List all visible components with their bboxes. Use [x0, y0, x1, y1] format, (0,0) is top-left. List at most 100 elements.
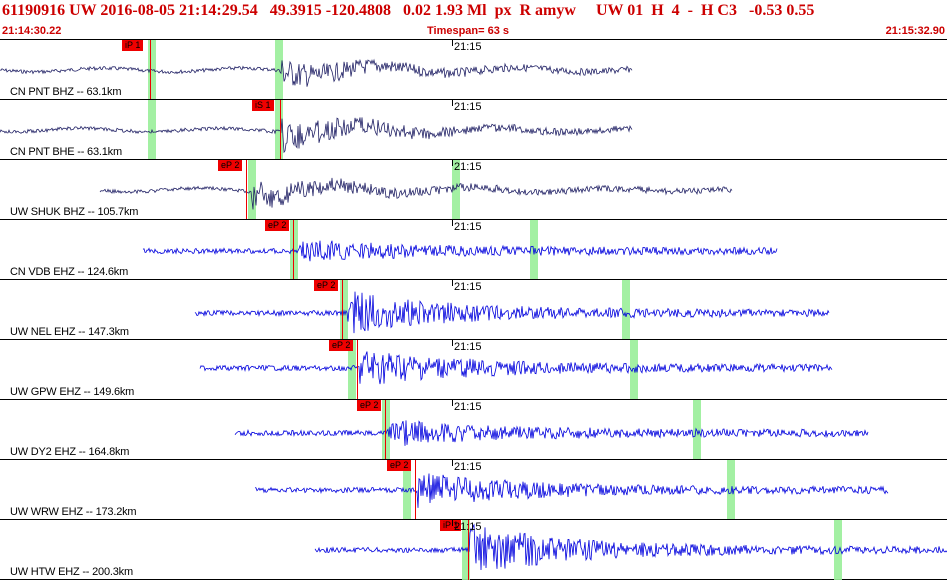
phase-pick-flag[interactable]: eP 2 — [314, 280, 339, 291]
waveform — [0, 58, 633, 87]
pick-line — [357, 340, 358, 400]
waveform — [0, 117, 633, 154]
pick-line — [150, 40, 151, 100]
channel-label: UW GPW EHZ -- 149.6km — [10, 386, 135, 398]
time-tick-label: 21:15 — [454, 41, 482, 53]
waveform-path — [254, 473, 889, 508]
time-tick-label: 21:15 — [454, 101, 482, 113]
time-tick — [452, 460, 453, 466]
trace-panel[interactable]: iP 1 21:15 CN PNT BHZ -- 63.1km — [0, 39, 947, 100]
phase-pick-flag[interactable]: iP 1 — [122, 40, 144, 51]
phase-pick-flag[interactable]: iS 1 — [252, 100, 274, 111]
waveform-path — [0, 58, 633, 87]
time-window-marker — [382, 400, 390, 460]
event-lon: -120.4808 — [325, 2, 392, 19]
waveform — [99, 177, 733, 210]
event-author: amyw — [535, 2, 576, 19]
event-px: px — [494, 2, 512, 19]
event-R: R — [519, 2, 532, 19]
event-code: UW 01 — [595, 2, 644, 19]
phase-pick-flag[interactable]: eP 2 — [218, 160, 243, 171]
waveform-path — [142, 240, 778, 262]
time-tick-label: 21:15 — [454, 521, 482, 533]
time-tick — [452, 220, 453, 226]
trace-panel[interactable]: eP 2 21:15 CN VDB EHZ -- 124.6km — [0, 219, 947, 280]
event-lat: 49.3915 — [269, 2, 322, 19]
time-window-marker — [248, 160, 256, 220]
time-window-marker — [452, 160, 460, 220]
time-tick — [452, 280, 453, 286]
waveform-path — [194, 291, 830, 334]
trace-panel[interactable]: eP 2 21:15 UW DY2 EHZ -- 164.8km — [0, 399, 947, 460]
time-tick-label: 21:15 — [454, 341, 482, 353]
event-hc3: H C3 — [700, 2, 737, 19]
time-tick-label: 21:15 — [454, 461, 482, 473]
time-window-marker — [834, 520, 842, 580]
time-tick — [452, 340, 453, 346]
phase-pick-flag[interactable]: iP 1 — [440, 520, 462, 531]
time-tick-label: 21:15 — [454, 161, 482, 173]
waveform-path — [314, 523, 947, 571]
waveform-path — [99, 177, 733, 210]
start-time: 21:14:30.22 — [2, 25, 62, 37]
channel-label: CN PNT BHZ -- 63.1km — [10, 86, 122, 98]
event-datetime: 2016-08-05 21:14:29.54 — [100, 2, 258, 19]
channel-label: UW NEL EHZ -- 147.3km — [10, 326, 129, 338]
phase-pick-flag[interactable]: eP 2 — [265, 220, 290, 231]
pick-line — [385, 400, 386, 460]
waveform — [194, 291, 830, 334]
channel-label: UW SHUK BHZ -- 105.7km — [10, 206, 139, 218]
event-magnitude: 1.93 Ml — [435, 2, 487, 19]
waveform — [254, 473, 889, 508]
time-window-marker — [348, 340, 356, 400]
time-window-marker — [530, 220, 538, 280]
pick-line — [415, 460, 416, 520]
time-tick — [452, 520, 453, 526]
time-tick — [452, 400, 453, 406]
event-network: UW — [69, 2, 97, 19]
time-window-marker — [403, 460, 411, 520]
waveform-path — [0, 117, 633, 154]
time-tick — [452, 100, 453, 106]
trace-panel[interactable]: eP 2 21:15 UW GPW EHZ -- 149.6km — [0, 339, 947, 400]
channel-label: UW DY2 EHZ -- 164.8km — [10, 446, 130, 458]
phase-pick-flag[interactable]: eP 2 — [329, 340, 354, 351]
time-window-marker — [462, 520, 470, 580]
channel-label: CN PNT BHE -- 63.1km — [10, 146, 122, 158]
trace-panel[interactable]: eP 2 21:15 UW SHUK BHZ -- 105.7km — [0, 159, 947, 220]
waveform — [314, 523, 947, 571]
channel-label: UW HTW EHZ -- 200.3km — [10, 566, 133, 578]
event-summary-line: 61190916 UW 2016-08-05 21:14:29.54 49.39… — [2, 2, 814, 20]
pick-line — [468, 520, 469, 580]
trace-panel[interactable]: iP 1 21:15 UW HTW EHZ -- 200.3km — [0, 519, 947, 580]
time-tick — [452, 160, 453, 166]
pick-line — [280, 100, 281, 160]
time-window-marker — [275, 100, 283, 160]
time-tick — [452, 40, 453, 46]
time-tick-label: 21:15 — [454, 401, 482, 413]
pick-line — [293, 220, 294, 280]
channel-label: CN VDB EHZ -- 124.6km — [10, 266, 129, 278]
pick-line — [246, 160, 247, 220]
pick-line — [342, 280, 343, 340]
waveform — [234, 420, 869, 446]
trace-panel[interactable]: eP 2 21:15 UW WRW EHZ -- 173.2km — [0, 459, 947, 520]
waveform — [142, 240, 778, 262]
timespan: Timespan= 63 s — [427, 25, 510, 37]
event-depth: 0.02 — [403, 2, 432, 19]
event-v2: 0.55 — [786, 2, 815, 19]
time-window-marker — [622, 280, 630, 340]
event-id: 61190916 — [2, 2, 66, 19]
phase-pick-flag[interactable]: eP 2 — [387, 460, 412, 471]
event-header: 61190916 UW 2016-08-05 21:14:29.54 49.39… — [0, 0, 947, 38]
time-tick-label: 21:15 — [454, 221, 482, 233]
waveform-path — [199, 351, 833, 385]
time-window-marker — [727, 460, 735, 520]
event-dash: - — [687, 2, 693, 19]
trace-panel[interactable]: eP 2 21:15 UW NEL EHZ -- 147.3km — [0, 279, 947, 340]
trace-panel[interactable]: iS 1 21:15 CN PNT BHE -- 63.1km — [0, 99, 947, 160]
waveform-path — [234, 420, 869, 446]
phase-pick-flag[interactable]: eP 2 — [357, 400, 382, 411]
end-time: 21:15:32.90 — [885, 25, 945, 37]
event-four: 4 — [671, 2, 680, 19]
